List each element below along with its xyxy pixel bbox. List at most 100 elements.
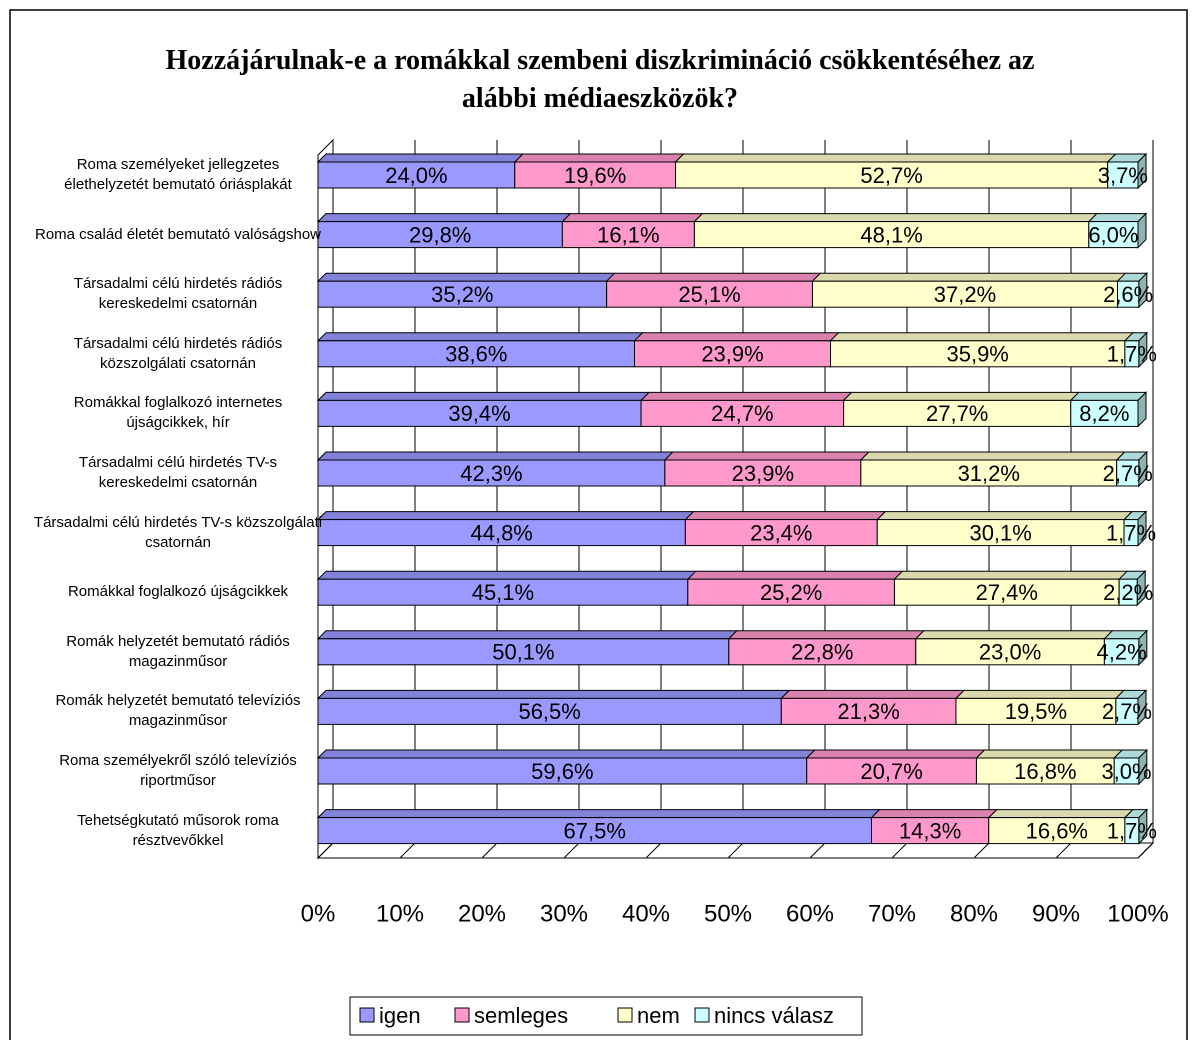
data-label: 37,2% — [934, 282, 996, 307]
y-tick-label: Roma személyekről szóló televíziós ripor… — [59, 752, 297, 789]
y-tick-label: Roma személyeket jellegzetes élethelyzet… — [64, 156, 292, 193]
data-label: 2,6% — [1103, 282, 1153, 307]
data-label: 42,3% — [460, 461, 522, 486]
bar — [317, 340, 636, 368]
floor-grid-line — [809, 842, 826, 859]
legend-swatch — [694, 1007, 710, 1023]
data-label: 52,7% — [860, 163, 922, 188]
bar-top — [316, 153, 525, 163]
data-label: 2,7% — [1102, 699, 1152, 724]
x-tick-label: 70% — [868, 900, 916, 927]
data-label: 31,2% — [958, 461, 1020, 486]
data-label: 16,6% — [1026, 818, 1088, 843]
legend-box — [349, 996, 863, 1036]
data-label: 25,1% — [678, 282, 740, 307]
bar — [317, 221, 563, 249]
floor-grid-line — [1137, 842, 1154, 859]
data-label: 8,2% — [1079, 401, 1129, 426]
floor-grid-line — [645, 842, 662, 859]
bar-top — [316, 630, 739, 640]
data-label: 56,5% — [518, 699, 580, 724]
data-label: 1,7% — [1106, 520, 1156, 545]
x-tick-label: 20% — [458, 900, 506, 927]
data-label: 3,0% — [1101, 759, 1151, 784]
floor-grid-line — [481, 842, 498, 859]
data-label: 35,9% — [946, 342, 1008, 367]
legend: igen semleges nem nincs válasz — [349, 996, 863, 1036]
bar — [1124, 817, 1140, 845]
bar-top — [811, 272, 1127, 282]
y-tick-label: Romákkal foglalkozó internetes újságcikk… — [73, 394, 283, 432]
bar-top — [686, 570, 904, 580]
bar — [1107, 161, 1139, 189]
bar — [728, 638, 917, 666]
bar — [317, 280, 608, 308]
bar-top — [684, 511, 887, 521]
data-label: 45,1% — [472, 580, 534, 605]
bar — [317, 817, 872, 845]
y-tick-label: Társadalmi célú hirdetés TV-s kereskedel… — [78, 454, 278, 491]
data-label: 27,4% — [976, 580, 1038, 605]
bar-top — [316, 511, 695, 521]
floor-grid-line — [317, 842, 334, 859]
data-label: 59,6% — [531, 759, 593, 784]
data-label: 1,7% — [1107, 342, 1157, 367]
bar — [1124, 340, 1140, 368]
x-tick-label: 30% — [540, 900, 588, 927]
floor-grid-line — [563, 842, 580, 859]
bar-top — [842, 391, 1080, 401]
data-label: 19,5% — [1005, 699, 1067, 724]
bar — [1115, 697, 1139, 725]
legend-label: nincs válasz — [714, 1003, 834, 1028]
bar-top — [893, 570, 1129, 580]
data-label: 30,1% — [969, 520, 1031, 545]
data-label: 16,8% — [1014, 759, 1076, 784]
data-label: 20,7% — [860, 759, 922, 784]
data-label: 48,1% — [860, 222, 922, 247]
y-tick-label: Roma család életét bemutató valóságshow — [35, 225, 321, 243]
data-label: 4,2% — [1097, 640, 1147, 665]
bar — [955, 697, 1117, 725]
data-label: 27,7% — [926, 401, 988, 426]
data-label: 16,1% — [597, 222, 659, 247]
bar — [514, 161, 677, 189]
chart-title: Hozzájárulnak-e a romákkal szembeni disz… — [165, 45, 1035, 114]
bar — [1117, 280, 1140, 308]
bar — [317, 697, 782, 725]
data-label: 35,2% — [431, 282, 493, 307]
bar-top — [727, 630, 925, 640]
bar — [871, 817, 990, 845]
bar — [1103, 638, 1140, 666]
data-label: 39,4% — [448, 401, 510, 426]
legend-swatch — [359, 1007, 375, 1023]
x-tick-label: 90% — [1032, 900, 1080, 927]
x-tick-label: 10% — [376, 900, 424, 927]
y-tick-label: Romák helyzetét bemutató televíziós maga… — [55, 692, 301, 730]
data-label: 23,4% — [750, 520, 812, 545]
data-label: 14,3% — [899, 818, 961, 843]
x-tick-label: 50% — [704, 900, 752, 927]
x-tick-label: 80% — [950, 900, 998, 927]
floor-grid-line — [399, 842, 416, 859]
bar-top — [975, 749, 1124, 759]
bar — [1088, 221, 1139, 249]
floor-grid-line — [1055, 842, 1072, 859]
y-tick-label: Társadalmi célú hirdetés rádiós közszolg… — [73, 334, 283, 372]
data-label: 67,5% — [564, 818, 626, 843]
data-label: 2,7% — [1103, 461, 1153, 486]
bar — [780, 697, 957, 725]
bar — [693, 221, 1090, 249]
data-label: 21,3% — [837, 699, 899, 724]
y-tick-label: Társadalmi célú hirdetés TV-s közszolgál… — [33, 513, 323, 551]
bar — [806, 757, 977, 785]
bar-top — [859, 451, 1126, 461]
bar — [843, 399, 1072, 427]
data-label: 50,1% — [492, 640, 554, 665]
data-label: 38,6% — [445, 342, 507, 367]
data-label: 24,0% — [385, 163, 447, 188]
bar-top — [663, 451, 871, 461]
bar-top — [914, 630, 1114, 640]
bar-top — [316, 332, 644, 342]
bar-top — [605, 272, 822, 282]
